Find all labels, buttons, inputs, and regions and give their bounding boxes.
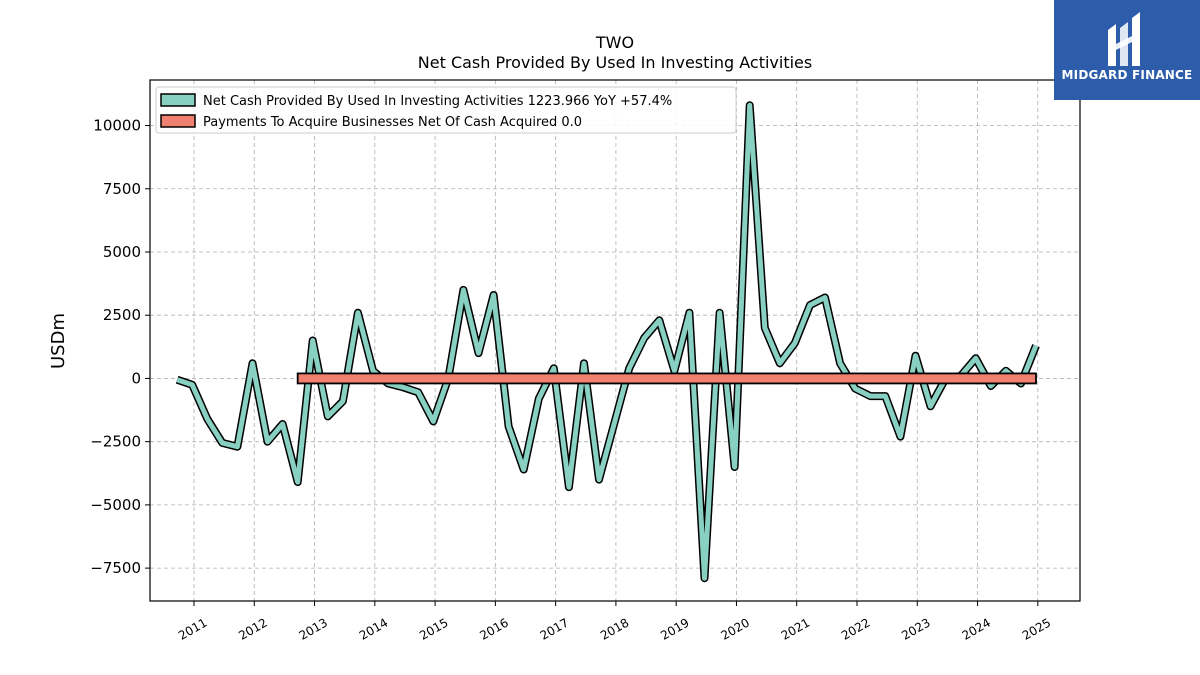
x-tick-label: 2011 [176, 615, 209, 642]
data-point [492, 294, 494, 296]
data-point [598, 478, 600, 480]
data-point [718, 311, 720, 313]
data-point [854, 387, 856, 389]
data-point [914, 354, 916, 356]
x-tick-label: 2025 [1020, 615, 1053, 642]
x-tick-label: 2015 [417, 615, 450, 642]
data-point [266, 440, 268, 442]
data-point [703, 577, 705, 579]
legend-swatch-series-1 [160, 114, 196, 128]
data-point [779, 362, 781, 364]
series-line-payments-acquire-businesses [296, 372, 1037, 385]
data-point [583, 362, 585, 364]
data-point [839, 362, 841, 364]
data-point [221, 442, 223, 444]
x-tick-label: 2017 [538, 615, 571, 642]
data-point [628, 367, 630, 369]
data-point [432, 420, 434, 422]
data-point [357, 311, 359, 313]
data-point [975, 357, 977, 359]
data-point [990, 385, 992, 387]
data-point [764, 327, 766, 329]
y-axis-ticks: −7500 −5000 −2500 0 2500 5000 7500 10000 [90, 117, 150, 577]
y-tick-label: 5000 [103, 243, 141, 261]
x-tick-label: 2016 [477, 615, 510, 642]
data-point [733, 466, 735, 468]
x-tick-label: 2022 [839, 615, 872, 642]
y-tick-label: 2500 [103, 306, 141, 324]
series-layer [175, 101, 1040, 583]
data-point [809, 304, 811, 306]
data-point [673, 370, 675, 372]
data-point [688, 311, 690, 313]
data-point [613, 423, 615, 425]
data-point [296, 481, 298, 483]
data-point [658, 319, 660, 321]
data-point [1035, 344, 1037, 346]
midgard-logo-icon [1108, 12, 1140, 66]
y-tick-label: −5000 [90, 496, 141, 514]
x-axis-ticks: 2011 2012 2013 2014 2015 2016 2017 2018 2019 2020… [176, 601, 1053, 643]
x-tick-label: 2023 [899, 615, 932, 642]
data-point [824, 296, 826, 298]
legend-box [155, 86, 737, 134]
brand-logo: MIDGARD FINANCE [1054, 0, 1200, 100]
brand-logo-text: MIDGARD FINANCE [1061, 68, 1193, 82]
legend-label-series-0: Net Cash Provided By Used In Investing A… [203, 94, 672, 109]
data-point [749, 104, 751, 106]
data-point [251, 362, 253, 364]
data-point [327, 415, 329, 417]
legend: Net Cash Provided By Used In Investing A… [155, 86, 737, 134]
data-point [417, 391, 419, 393]
data-point [191, 384, 193, 386]
data-point [206, 418, 208, 420]
data-point [869, 395, 871, 397]
x-tick-label: 2024 [960, 615, 993, 642]
data-point [281, 423, 283, 425]
data-point [176, 379, 178, 381]
y-tick-label: 7500 [103, 180, 141, 198]
data-point [553, 367, 555, 369]
data-point [477, 352, 479, 354]
data-point [568, 486, 570, 488]
series-line-investing-activities [176, 102, 1039, 581]
plot-frame [149, 79, 1081, 602]
data-point [522, 468, 524, 470]
x-tick-label: 2020 [718, 615, 751, 642]
y-tick-label: 0 [131, 369, 141, 387]
x-tick-label: 2013 [297, 615, 330, 642]
data-point [402, 386, 404, 388]
x-tick-label: 2018 [598, 615, 631, 642]
data-point [538, 397, 540, 399]
y-tick-label: −2500 [90, 433, 141, 451]
data-point [236, 446, 238, 448]
data-point [462, 289, 464, 291]
legend-label-series-1: Payments To Acquire Businesses Net Of Ca… [203, 115, 582, 130]
y-tick-label: 10000 [93, 117, 141, 135]
data-point [507, 425, 509, 427]
data-point [884, 395, 886, 397]
data-point [1005, 370, 1007, 372]
data-point [312, 339, 314, 341]
data-point [899, 435, 901, 437]
data-point [342, 400, 344, 402]
y-axis-label: USDm [48, 313, 69, 369]
y-tick-label: −7500 [90, 559, 141, 577]
chart-subtitle: Net Cash Provided By Used In Investing A… [418, 53, 812, 72]
series-line-outline-investing-activities [175, 101, 1040, 583]
data-point [794, 342, 796, 344]
x-tick-label: 2019 [658, 615, 691, 642]
grid-lines [150, 80, 1080, 601]
chart-title: TWO [595, 33, 634, 52]
x-tick-label: 2021 [779, 615, 812, 642]
data-point [372, 370, 374, 372]
x-tick-label: 2012 [236, 615, 269, 642]
x-tick-label: 2014 [357, 615, 390, 642]
legend-swatch-series-0 [160, 93, 196, 107]
data-point [929, 405, 931, 407]
data-point [643, 337, 645, 339]
